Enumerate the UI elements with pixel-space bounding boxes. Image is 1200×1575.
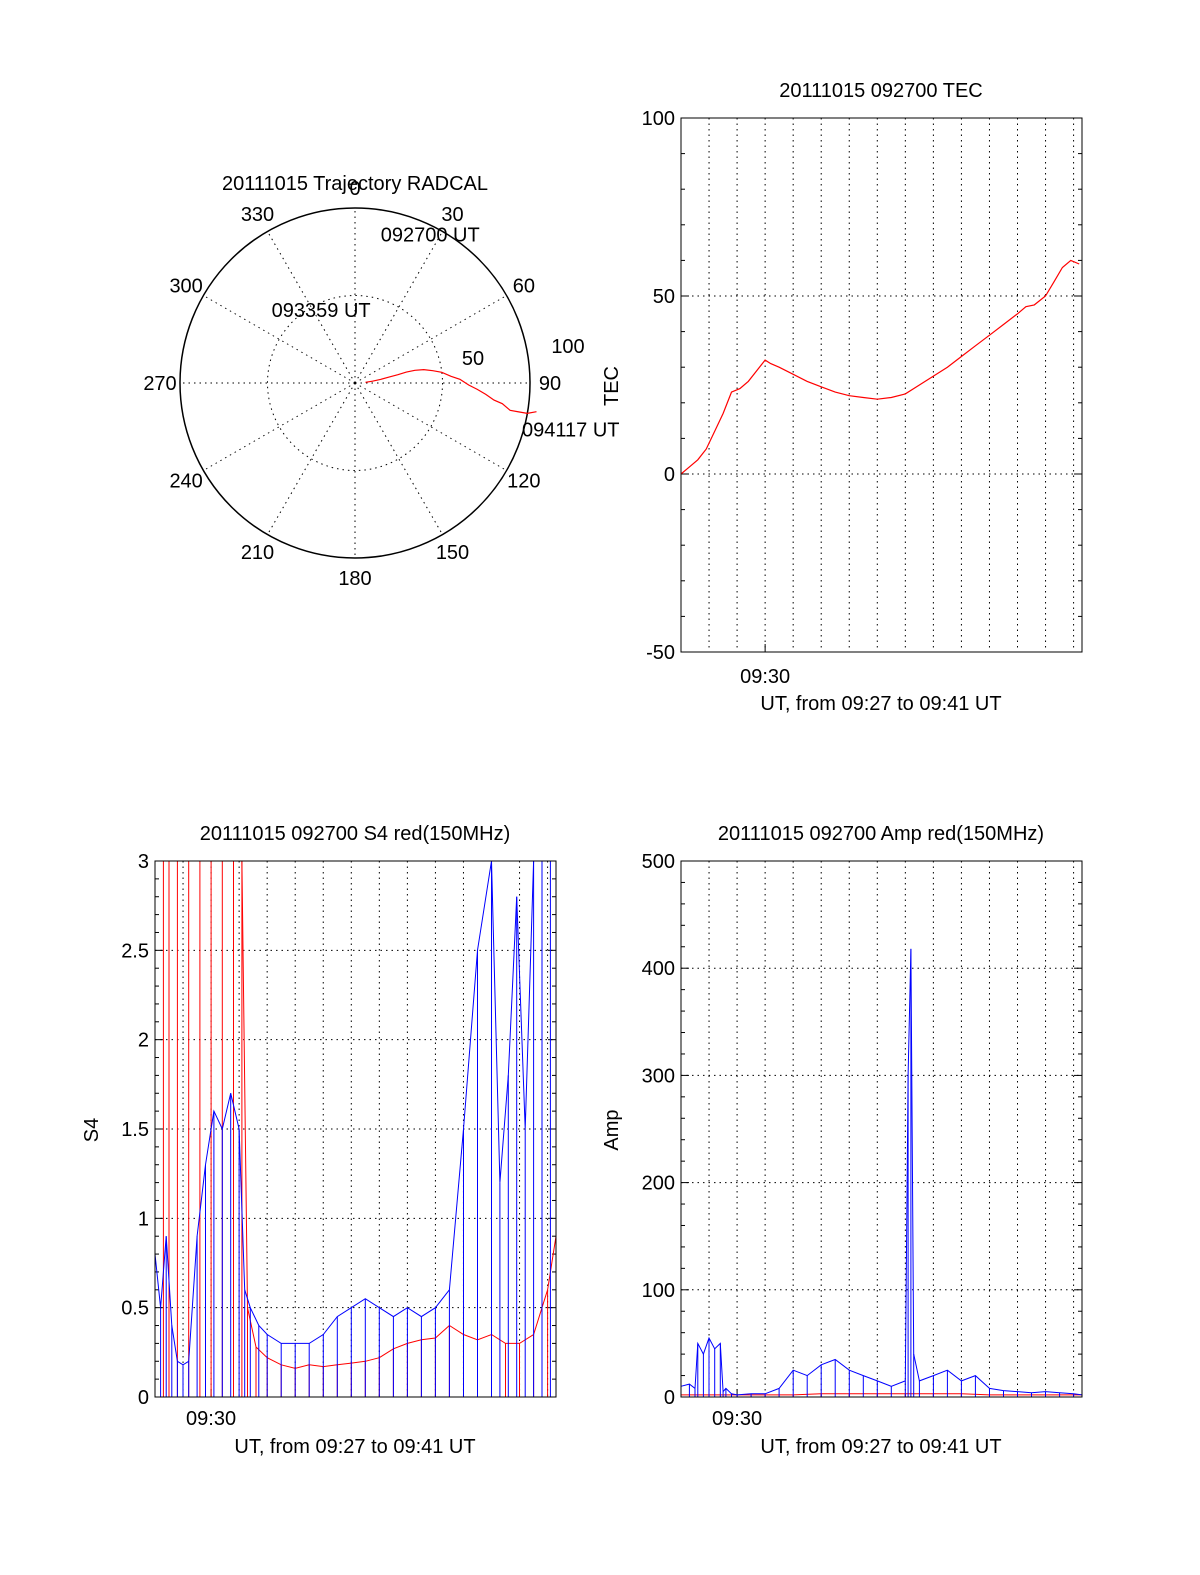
tec-xlabel: UT, from 09:27 to 09:41 UT xyxy=(760,693,1001,715)
polar-outer-ring xyxy=(179,207,531,559)
polar-spoke xyxy=(267,382,356,535)
plot-frame xyxy=(154,860,557,1398)
y-tick-label: 100 xyxy=(642,1280,675,1302)
amp-ylabel: Amp xyxy=(601,1109,623,1150)
polar-angle-label: 180 xyxy=(338,568,371,590)
tec-xtick-label: 09:30 xyxy=(740,666,790,688)
y-tick-label: 2 xyxy=(138,1030,149,1052)
polar-angle-label: 60 xyxy=(513,276,535,298)
polar-radial-label: 50 xyxy=(462,348,484,370)
polar-panel: 20111015 Trajectory RADCAL 0 30 60 90 120 150… xyxy=(143,173,619,590)
y-tick-label: 1.5 xyxy=(121,1119,149,1141)
blue-series-line xyxy=(154,860,556,1366)
polar-title: 20111015 Trajectory RADCAL xyxy=(222,173,488,195)
polar-spoke xyxy=(354,382,507,471)
y-tick-label: 0 xyxy=(138,1387,149,1409)
tec-title: 20111015 092700 TEC xyxy=(779,80,983,102)
s4-plot: 0 0.5 1 1.5 2 2.5 3 xyxy=(121,851,557,1409)
polar-angle-label: 30 xyxy=(441,204,463,226)
y-tick-label: 0 xyxy=(664,464,675,486)
polar-angle-label: 120 xyxy=(507,471,540,493)
tec-plot: -50 0 50 100 xyxy=(642,108,1083,664)
y-tick-label: 300 xyxy=(642,1065,675,1087)
polar-angle-label: 270 xyxy=(143,373,176,395)
polar-angle-label: 240 xyxy=(169,471,202,493)
polar-annotation: 092700 UT xyxy=(381,224,480,246)
amp-plot: 0 100 200 300 400 500 xyxy=(642,851,1083,1409)
s4-panel: 20111015 092700 S4 red(150MHz) 0 0.5 1 1.5 2… xyxy=(81,823,557,1458)
y-tick-label: -50 xyxy=(646,642,675,664)
polar-annotation: 094117 UT xyxy=(522,419,619,441)
polar-angle-label: 300 xyxy=(169,276,202,298)
y-tick-label: 50 xyxy=(653,286,675,308)
y-tick-label: 500 xyxy=(642,851,675,873)
y-tick-label: 100 xyxy=(642,108,675,130)
y-tick-label: 3 xyxy=(138,851,149,873)
y-tick-label: 2.5 xyxy=(121,940,149,962)
polar-angle-label: 90 xyxy=(539,373,561,395)
polar-spoke xyxy=(354,382,443,535)
plot-frame xyxy=(680,860,1083,1398)
y-tick-label: 0.5 xyxy=(121,1298,149,1320)
polar-plot: 0 30 60 90 120 150 180 210 240 270 300 330 50 100 0927… xyxy=(143,178,619,590)
blue-series-line xyxy=(680,948,1083,1396)
red-series-line xyxy=(680,259,1080,475)
polar-angle-label: 330 xyxy=(241,204,274,226)
polar-trajectory-line xyxy=(365,368,537,415)
polar-spoke xyxy=(203,382,356,471)
s4-title: 20111015 092700 S4 red(150MHz) xyxy=(200,823,511,845)
polar-angle-label: 0 xyxy=(349,178,360,200)
polar-angle-label: 150 xyxy=(436,542,469,564)
polar-angle-label: 210 xyxy=(241,542,274,564)
s4-xlabel: UT, from 09:27 to 09:41 UT xyxy=(234,1436,475,1458)
y-tick-label: 200 xyxy=(642,1173,675,1195)
polar-radial-label: 100 xyxy=(551,336,584,358)
plot-frame xyxy=(680,117,1083,653)
s4-ylabel: S4 xyxy=(81,1118,103,1142)
amp-panel: 20111015 092700 Amp red(150MHz) 0 100 200 3… xyxy=(601,823,1083,1458)
tec-ylabel: TEC xyxy=(601,366,623,406)
amp-xtick-label: 09:30 xyxy=(712,1408,762,1430)
y-tick-label: 0 xyxy=(664,1387,675,1409)
polar-grid-ring xyxy=(267,295,443,471)
y-tick-label: 400 xyxy=(642,958,675,980)
polar-annotation: 093359 UT xyxy=(272,300,371,322)
amp-title: 20111015 092700 Amp red(150MHz) xyxy=(718,823,1044,845)
amp-xlabel: UT, from 09:27 to 09:41 UT xyxy=(760,1436,1001,1458)
y-tick-label: 1 xyxy=(138,1208,149,1230)
s4-xtick-label: 09:30 xyxy=(186,1408,236,1430)
